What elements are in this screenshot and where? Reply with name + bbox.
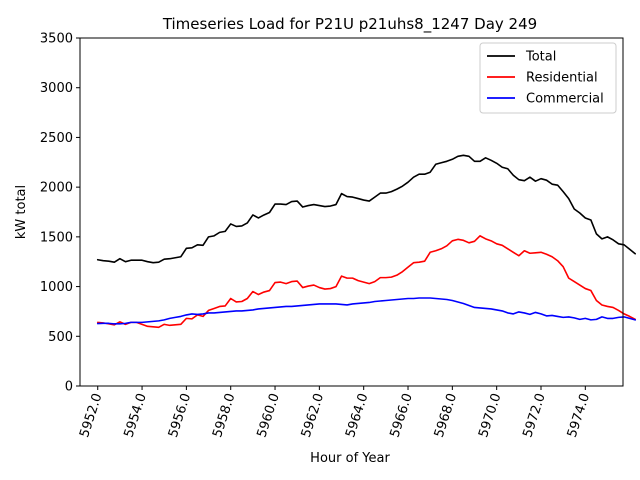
legend-label-residential: Residential xyxy=(526,71,598,86)
y-tick-label: 2000 xyxy=(40,181,73,196)
series-line-residential xyxy=(96,235,636,329)
y-tick-label: 3000 xyxy=(40,81,73,96)
y-tick-label: 3500 xyxy=(40,32,73,47)
y-tick-label: 500 xyxy=(48,330,73,345)
y-tick-label: 1500 xyxy=(40,230,73,245)
y-axis-ticks: 0 500 1000 1500 2000 2500 3000 3500 xyxy=(40,32,80,395)
series-line-commercial xyxy=(96,297,636,325)
legend-label-total: Total xyxy=(525,50,556,65)
y-tick-label: 2500 xyxy=(40,131,73,146)
series-group xyxy=(96,154,636,329)
plot-frame xyxy=(79,37,624,387)
legend: Total Residential Commercial xyxy=(479,42,617,114)
legend-label-commercial: Commercial xyxy=(526,92,604,107)
y-axis-label: kW total xyxy=(14,185,29,239)
legend-box xyxy=(479,42,617,114)
series-line-total xyxy=(96,154,636,264)
x-axis-label: Hour of Year xyxy=(310,451,390,466)
chart-title: Timeseries Load for P21U p21uhs8_1247 Da… xyxy=(162,15,537,34)
y-tick-label: 1000 xyxy=(40,280,73,295)
y-tick-label: 0 xyxy=(65,380,73,395)
